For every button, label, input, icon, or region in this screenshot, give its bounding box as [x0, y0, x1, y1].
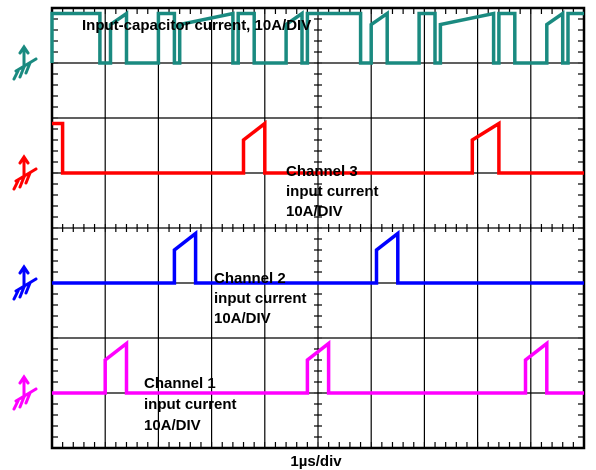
ground-marker-icon — [12, 374, 38, 411]
ground-marker-hatch — [12, 281, 32, 301]
series-label-channel-1: Channel 1 input current 10A/DIV — [144, 375, 241, 434]
ground-marker-arrow — [14, 44, 38, 73]
ground-markers — [12, 44, 38, 411]
series-label-channel-2: Channel 2 input current 10A/DIV — [214, 270, 311, 327]
trace-input-capacitor — [50, 10, 584, 65]
trace-channel-2 — [52, 229, 584, 285]
trace-channel-1 — [52, 339, 584, 395]
ground-marker-icon — [12, 44, 38, 81]
ground-marker-arrow — [14, 374, 38, 403]
trace-channel-3 — [52, 119, 584, 175]
oscilloscope-grid — [50, 6, 586, 450]
ground-marker-hatch — [12, 61, 32, 81]
series-label-channel-3: Channel 3 input current 10A/DIV — [286, 163, 383, 220]
ground-marker-icon — [12, 154, 38, 191]
ground-marker-arrow — [14, 154, 38, 183]
ground-marker-icon — [12, 264, 38, 301]
traces — [50, 10, 584, 395]
series-label-input-capacitor: Input-capacitor current, 10A/DIV — [82, 17, 311, 34]
ground-marker-hatch — [12, 391, 32, 411]
ground-marker-arrow — [14, 264, 38, 293]
ground-marker-hatch — [12, 171, 32, 191]
x-axis-label: 1µs/div — [290, 453, 342, 470]
